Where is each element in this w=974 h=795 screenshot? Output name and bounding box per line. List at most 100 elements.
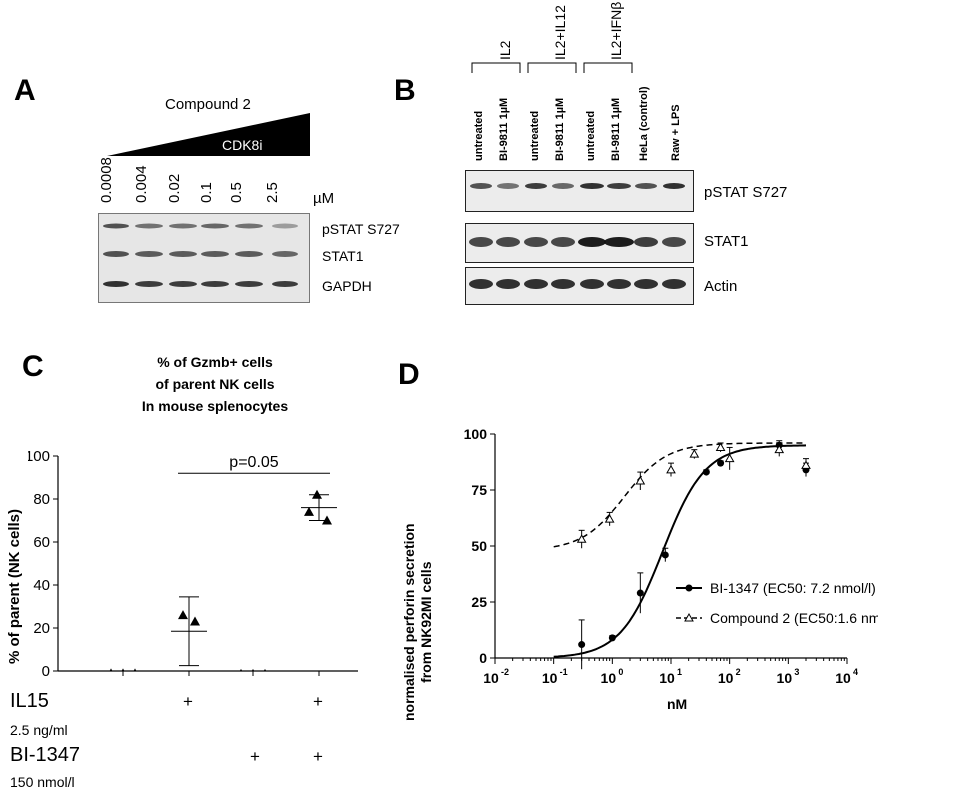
- chart-c-point: [263, 668, 267, 672]
- blot-band: [580, 183, 604, 189]
- group-label: IL2+IFNβ: [608, 1, 624, 60]
- dose-label: 0.5: [228, 182, 245, 203]
- chart-c-title-line: In mouse splenocytes: [141, 398, 289, 414]
- chart-d-point-bi1347: [717, 459, 725, 467]
- chart-d-point-compound2: [774, 444, 785, 454]
- chart-d-xtick-exp: 4: [853, 667, 858, 677]
- dose-label: 0.0008: [98, 157, 115, 203]
- blot-band: [135, 281, 163, 287]
- chart-d-xtick-exp: 3: [794, 667, 799, 677]
- b-band-label-actin: Actin: [704, 278, 738, 295]
- blot-band: [635, 183, 657, 189]
- blot-band: [580, 279, 604, 289]
- blot-band: [496, 237, 520, 247]
- blot-band: [551, 279, 575, 289]
- row1-plus-il15: +: [183, 692, 193, 711]
- dose-label: 0.1: [198, 182, 215, 203]
- b-band-label-pstat: pSTAT S727: [704, 184, 788, 201]
- chart-c-title: % of Gzmb+ cells of parent NK cells In m…: [95, 351, 335, 417]
- chart-c-point: [322, 515, 332, 525]
- b-band-label-stat1: STAT1: [704, 233, 749, 250]
- chart-d-xtick-label: 10: [659, 670, 675, 686]
- lane-label: BI-9811 1µM: [610, 97, 622, 161]
- chart-d-xtick-label: 10: [718, 670, 734, 686]
- group-label: IL2+IL12: [552, 5, 568, 60]
- blot-band: [551, 237, 575, 247]
- chart-d-xtick-exp: -1: [560, 667, 568, 677]
- blot-band: [524, 279, 548, 289]
- chart-c-ytick-label: 100: [28, 448, 50, 465]
- blot-band: [662, 279, 686, 289]
- chart-c-point: [251, 668, 255, 672]
- lane-label: untreated: [585, 110, 597, 161]
- chart-c-ytick-label: 60: [33, 534, 50, 551]
- dose-label: 0.02: [166, 173, 183, 203]
- blot-band: [201, 251, 229, 257]
- chart-c-point: [190, 616, 200, 626]
- lane-label: untreated: [529, 110, 541, 161]
- chart-d-ylabel-box: normalised perforin secretion from NK92M…: [401, 425, 459, 721]
- chart-d-point-bi1347: [608, 634, 616, 642]
- legend-label-bi1347: BI-1347 (EC50: 7.2 nmol/l): [710, 580, 876, 596]
- chart-d-ytick-label: 100: [464, 426, 488, 442]
- chart-d-point-compound2: [689, 449, 700, 458]
- chart-c-point: [312, 489, 322, 499]
- blot-b-pstat: [465, 170, 694, 212]
- blot-a: [98, 213, 310, 303]
- blot-band: [496, 279, 520, 289]
- unit-label: µM: [313, 190, 335, 207]
- blot-band: [272, 281, 298, 287]
- chart-d-xtick-exp: 2: [736, 667, 741, 677]
- blot-band: [663, 183, 685, 189]
- chart-d-xlabel: nM: [667, 696, 688, 712]
- band-label-stat1: STAT1: [322, 248, 364, 264]
- panel-letter-b: B: [394, 74, 416, 107]
- chart-d-ylabel-line: from NK92MI cells: [418, 561, 434, 683]
- blot-band: [469, 279, 493, 289]
- chart-c-point: [178, 610, 188, 620]
- chart-c-point: [239, 668, 243, 672]
- blot-band: [135, 251, 163, 257]
- chart-d-ytick-label: 25: [471, 594, 487, 610]
- blot-band: [201, 281, 229, 287]
- chart-c-ylabel: % of parent (NK cells): [6, 508, 23, 664]
- chart-d-ytick-label: 50: [471, 538, 487, 554]
- chart-c-point: [304, 506, 314, 516]
- chart-d-point-bi1347: [578, 641, 586, 649]
- blot-band: [607, 183, 631, 189]
- blot-band: [497, 183, 519, 189]
- blot-band: [662, 237, 686, 247]
- blot-band: [103, 281, 129, 287]
- blot-band: [103, 223, 129, 229]
- blot-band: [169, 251, 197, 257]
- blot-band: [201, 223, 229, 229]
- chart-d-fit-curve: [553, 444, 807, 658]
- chart-c-title-line: of parent NK cells: [155, 376, 275, 392]
- blot-b-stat1: [465, 223, 694, 263]
- chart-d-ytick-label: 75: [471, 482, 487, 498]
- group-brackets: [471, 62, 633, 73]
- chart-c-pvalue: p=0.05: [229, 454, 278, 471]
- compound-label: Compound 2: [165, 96, 251, 113]
- chart-d-xtick-label: 10: [835, 670, 851, 686]
- chart-d-fit-curve: [553, 442, 806, 548]
- chart-d-point-compound2: [635, 476, 646, 485]
- blot-band: [169, 223, 197, 229]
- chart-d-xtick-exp: -2: [501, 667, 509, 677]
- row1-plus-combo: +: [313, 692, 323, 711]
- row2-conc: 150 nmol/l: [10, 774, 75, 790]
- chart-d-xtick-label: 10: [542, 670, 558, 686]
- chart-c-point: [133, 668, 137, 672]
- blot-b-actin: [465, 267, 694, 305]
- blot-band: [578, 237, 606, 247]
- chart-d-point-compound2: [801, 460, 811, 469]
- chart-d-point-compound2: [724, 453, 735, 463]
- chart-c-ytick-label: 40: [33, 577, 50, 594]
- blot-band: [552, 183, 574, 189]
- blot-band: [524, 237, 548, 247]
- row2-name: BI-1347: [10, 744, 81, 766]
- chart-c-ytick-label: 80: [33, 491, 50, 508]
- blot-band: [135, 223, 163, 229]
- chart-d-point-compound2: [604, 514, 615, 523]
- lane-label: untreated: [473, 110, 485, 161]
